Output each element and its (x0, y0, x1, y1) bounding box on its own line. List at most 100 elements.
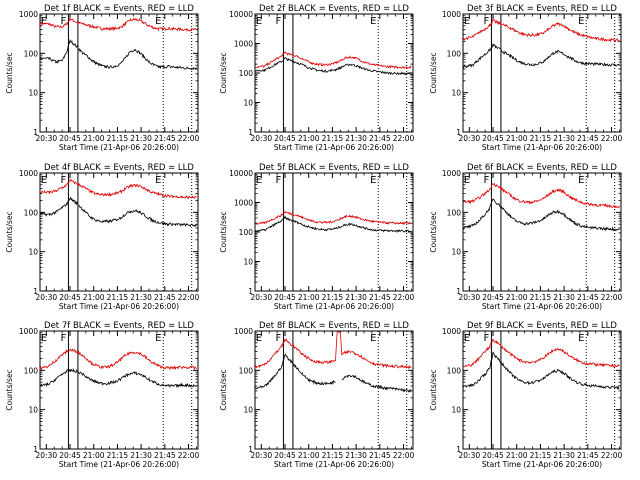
y-axis-label: Counts/sec (5, 211, 14, 252)
x-tick-label: 22:00 (393, 451, 415, 460)
detector-panel-7: Det 7f BLACK = Events, RED = LLD 1 10 100 10… (5, 321, 200, 469)
y-tick-label: 10 (28, 406, 38, 415)
x-tick-label: 21:30 (130, 451, 152, 460)
panel-title: Det 9f BLACK = Events, RED = LLD (467, 321, 617, 331)
marker-label: E (464, 16, 470, 27)
marker-label: E (256, 16, 262, 27)
marker-label: F (484, 333, 490, 344)
plot-frame (39, 13, 199, 133)
x-tick-label: 21:00 (506, 134, 528, 143)
x-axis-label: Start Time (21-Apr-06 20:26:00) (482, 460, 602, 469)
y-tick-label: 1000 (234, 327, 253, 336)
y-tick-label: 10 (28, 248, 38, 257)
panel-title: Det 8f BLACK = Events, RED = LLD (259, 321, 409, 331)
lld-series-line (39, 348, 197, 371)
y-tick-label: 1000 (234, 199, 253, 208)
y-axis-label: Counts/sec (429, 211, 438, 252)
panel-title: Det 4f BLACK = Events, RED = LLD (44, 163, 194, 173)
events-series-line (254, 215, 412, 234)
x-tick-label: 22:00 (601, 451, 623, 460)
detector-panel-6: Det 6f BLACK = Events, RED = LLD 1 10 100 10… (429, 163, 623, 311)
x-axis-label: Start Time (21-Apr-06 20:26:00) (59, 143, 179, 152)
y-tick-label: 1 (456, 287, 461, 296)
marker-label: F (276, 333, 282, 344)
lld-series-line (39, 178, 197, 200)
events-series-line (39, 39, 197, 71)
x-axis-label: Start Time (21-Apr-06 20:26:00) (274, 302, 394, 311)
panel-title: Det 3f BLACK = Events, RED = LLD (467, 4, 617, 14)
y-tick-label: 10 (451, 248, 461, 257)
y-tick-label: 100 (239, 228, 254, 237)
events-series-line (39, 367, 197, 389)
plot-frame (462, 13, 622, 133)
lld-series-line (39, 17, 197, 32)
x-axis-label: Start Time (21-Apr-06 20:26:00) (59, 460, 179, 469)
x-tick-label: 20:45 (482, 293, 504, 302)
marker-label: E (155, 333, 161, 344)
y-tick-label: 100 (447, 366, 462, 375)
x-tick-label: 20:30 (251, 134, 273, 143)
x-tick-label: 21:45 (577, 134, 599, 143)
y-tick-label: 100 (447, 208, 462, 217)
y-tick-label: 1000 (442, 327, 461, 336)
y-tick-label: 10 (28, 89, 38, 98)
x-tick-label: 21:45 (154, 293, 176, 302)
x-tick-label: 21:45 (154, 451, 176, 460)
lld-series-line (254, 210, 412, 226)
marker-label: F (61, 175, 67, 186)
x-axis-label: Start Time (21-Apr-06 20:26:00) (59, 302, 179, 311)
panel-title: Det 2f BLACK = Events, RED = LLD (259, 4, 409, 14)
y-tick-label: 100 (239, 69, 254, 78)
marker-label: E (41, 16, 47, 27)
x-tick-label: 22:00 (601, 293, 623, 302)
x-tick-label: 21:45 (577, 293, 599, 302)
y-tick-label: 100 (24, 366, 39, 375)
y-tick-label: 10000 (229, 10, 253, 19)
detector-panel-1: Det 1f BLACK = Events, RED = LLD 1 10 100 10… (5, 4, 200, 152)
x-tick-label: 21:00 (298, 134, 320, 143)
y-tick-label: 100 (24, 49, 39, 58)
panel-title: Det 6f BLACK = Events, RED = LLD (467, 163, 617, 173)
marker-label: E (464, 175, 470, 186)
x-axis-label: Start Time (21-Apr-06 20:26:00) (482, 302, 602, 311)
x-tick-label: 22:00 (393, 134, 415, 143)
x-tick-label: 20:45 (274, 293, 296, 302)
panel-title: Det 5f BLACK = Events, RED = LLD (259, 163, 409, 173)
x-tick-label: 20:30 (36, 134, 58, 143)
events-series-line (462, 198, 620, 232)
x-tick-label: 20:30 (459, 293, 481, 302)
y-axis-label: Counts/sec (219, 211, 228, 252)
y-axis-label: Counts/sec (429, 52, 438, 93)
detector-panel-4: Det 4f BLACK = Events, RED = LLD 1 10 100 10… (5, 163, 200, 311)
x-tick-label: 21:45 (154, 134, 176, 143)
y-tick-label: 100 (447, 49, 462, 58)
y-tick-label: 100 (239, 366, 254, 375)
y-tick-label: 1 (248, 128, 253, 137)
detector-panel-8: Det 8f BLACK = Events, RED = LLD 1 10 100 10… (219, 321, 415, 469)
x-tick-label: 20:30 (459, 451, 481, 460)
marker-label: E (370, 333, 376, 344)
x-tick-label: 21:30 (345, 134, 367, 143)
x-tick-label: 21:00 (298, 451, 320, 460)
events-series-line (462, 351, 620, 391)
plot-frame (254, 330, 414, 450)
y-tick-label: 10000 (229, 169, 253, 178)
x-axis-label: Start Time (21-Apr-06 20:26:00) (274, 460, 394, 469)
x-axis-label: Start Time (21-Apr-06 20:26:00) (482, 143, 602, 152)
x-tick-label: 20:45 (482, 134, 504, 143)
y-tick-label: 1 (33, 287, 38, 296)
x-tick-label: 21:15 (322, 293, 344, 302)
y-tick-label: 10 (451, 406, 461, 415)
x-tick-label: 22:00 (393, 293, 415, 302)
x-tick-label: 20:45 (59, 293, 81, 302)
x-tick-label: 21:30 (345, 293, 367, 302)
x-tick-label: 21:00 (83, 451, 105, 460)
events-series-line (254, 57, 412, 76)
y-tick-label: 1000 (442, 169, 461, 178)
x-tick-label: 21:45 (369, 134, 391, 143)
x-axis-label: Start Time (21-Apr-06 20:26:00) (274, 143, 394, 152)
x-tick-label: 21:30 (130, 293, 152, 302)
panel-title: Det 1f BLACK = Events, RED = LLD (44, 4, 194, 14)
x-tick-label: 21:30 (345, 451, 367, 460)
